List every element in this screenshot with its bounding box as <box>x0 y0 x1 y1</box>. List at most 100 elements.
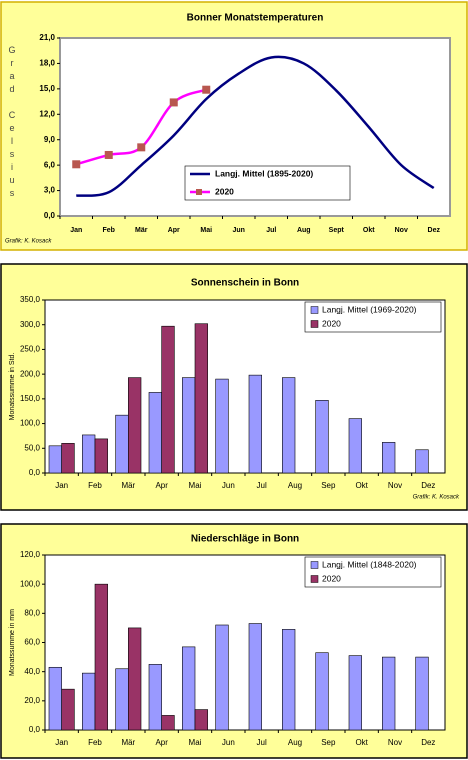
bar <box>161 715 175 731</box>
bar <box>94 438 108 474</box>
y-tick-label: 250,0 <box>20 345 41 354</box>
bar <box>128 627 142 731</box>
legend-box <box>184 165 351 201</box>
x-tick-label: Jun <box>222 738 235 747</box>
chart: Bonner Monatstemperaturen Grad Celsius Gra… <box>0 1 468 251</box>
x-tick-label: Mai <box>189 738 202 747</box>
x-tick-label: Feb <box>103 227 115 234</box>
bar <box>415 449 429 474</box>
bar <box>148 664 162 731</box>
x-tick-label: Jan <box>55 481 68 490</box>
y-axis-title: Grad Celsius <box>7 45 17 201</box>
x-tick-label: Jul <box>266 227 276 234</box>
marker <box>202 85 211 94</box>
legend-label: 2020 <box>322 573 341 583</box>
chart-title: Bonner Monatstemperaturen <box>187 13 324 24</box>
x-tick-label: Okt <box>355 738 368 747</box>
y-tick-label: 200,0 <box>20 369 41 378</box>
y-tick-label: 50,0 <box>24 443 40 452</box>
x-tick-label: Aug <box>297 227 311 234</box>
x-tick-label: Aug <box>288 481 302 490</box>
bar <box>194 709 208 731</box>
y-tick-label: 12,0 <box>39 109 55 118</box>
x-tick-label: Jun <box>222 481 235 490</box>
legend-box <box>304 301 442 333</box>
source-note: Grafik: K. Kosack <box>413 495 460 501</box>
bar <box>315 400 329 474</box>
legend-swatch <box>310 575 319 583</box>
legend-swatch <box>310 320 319 328</box>
bar <box>128 377 142 474</box>
marker <box>137 143 146 152</box>
x-tick-label: Apr <box>155 738 168 747</box>
x-tick-label: Sep <box>321 481 336 490</box>
y-tick-label: 100,0 <box>20 579 41 588</box>
bar <box>115 668 129 731</box>
y-tick-label: 120,0 <box>20 550 41 559</box>
bar <box>182 646 196 731</box>
legend-label: Langj. Mittel (1895-2020) <box>215 168 313 178</box>
y-tick-label: 0,0 <box>44 211 56 220</box>
x-tick-label: Jun <box>233 227 245 234</box>
x-tick-label: Apr <box>155 481 168 490</box>
x-tick-label: Okt <box>355 481 368 490</box>
x-tick-label: Jan <box>55 738 68 747</box>
y-tick-label: 300,0 <box>20 320 41 329</box>
bar <box>348 655 362 731</box>
chart: Sonnenschein in Bonn Monatssumme in Std. G… <box>0 263 468 511</box>
x-tick-label: Jan <box>70 227 82 234</box>
bar <box>82 672 96 731</box>
y-tick-label: 80,0 <box>24 608 40 617</box>
y-axis-title: Monatssumme in mm <box>9 609 16 676</box>
bar <box>61 688 75 731</box>
y-tick-label: 6,0 <box>44 160 56 169</box>
x-tick-label: Apr <box>168 227 180 234</box>
bar <box>82 434 96 474</box>
legend-marker <box>196 189 202 195</box>
y-tick-label: 100,0 <box>20 419 41 428</box>
y-tick-label: 15,0 <box>39 84 55 93</box>
bar <box>182 377 196 474</box>
y-axis-title: Monatssumme in Std. <box>9 353 16 421</box>
x-tick-label: Dez <box>421 481 435 490</box>
legend-swatch <box>310 561 319 569</box>
x-tick-label: Mai <box>189 481 202 490</box>
legend-box <box>304 556 442 588</box>
bar <box>48 445 62 474</box>
x-tick-label: Dez <box>428 227 441 234</box>
y-tick-label: 9,0 <box>44 135 56 144</box>
y-tick-label: 40,0 <box>24 667 40 676</box>
legend-label: Langj. Mittel (1848-2020) <box>322 559 417 569</box>
x-tick-label: Feb <box>88 481 102 490</box>
bar <box>148 392 162 474</box>
legend-label: 2020 <box>322 318 341 328</box>
bar <box>61 443 75 474</box>
x-tick-label: Sept <box>329 227 345 234</box>
legend-label: Langj. Mittel (1969-2020) <box>322 304 417 314</box>
bar <box>115 414 129 474</box>
legend-swatch <box>310 306 319 314</box>
x-tick-label: Mär <box>121 481 135 490</box>
y-tick-label: 350,0 <box>20 295 41 304</box>
bar <box>382 442 396 474</box>
marker <box>72 160 81 169</box>
bar <box>215 624 229 731</box>
y-tick-label: 60,0 <box>24 638 40 647</box>
x-tick-label: Sep <box>321 738 336 747</box>
chart-title: Sonnenschein in Bonn <box>191 278 299 289</box>
y-tick-label: 0,0 <box>29 468 41 477</box>
y-tick-label: 20,0 <box>24 696 40 705</box>
x-tick-label: Okt <box>363 227 375 234</box>
bar <box>194 323 208 474</box>
bar <box>315 652 329 731</box>
x-tick-label: Nov <box>395 227 408 234</box>
marker <box>104 150 113 159</box>
marker <box>169 98 178 107</box>
bar <box>215 378 229 474</box>
bar <box>48 666 62 731</box>
chart: Niederschläge in Bonn Monatssumme in mm 0,… <box>0 523 468 759</box>
x-tick-label: Nov <box>388 738 402 747</box>
bar <box>282 629 296 731</box>
x-tick-label: Jul <box>257 738 267 747</box>
